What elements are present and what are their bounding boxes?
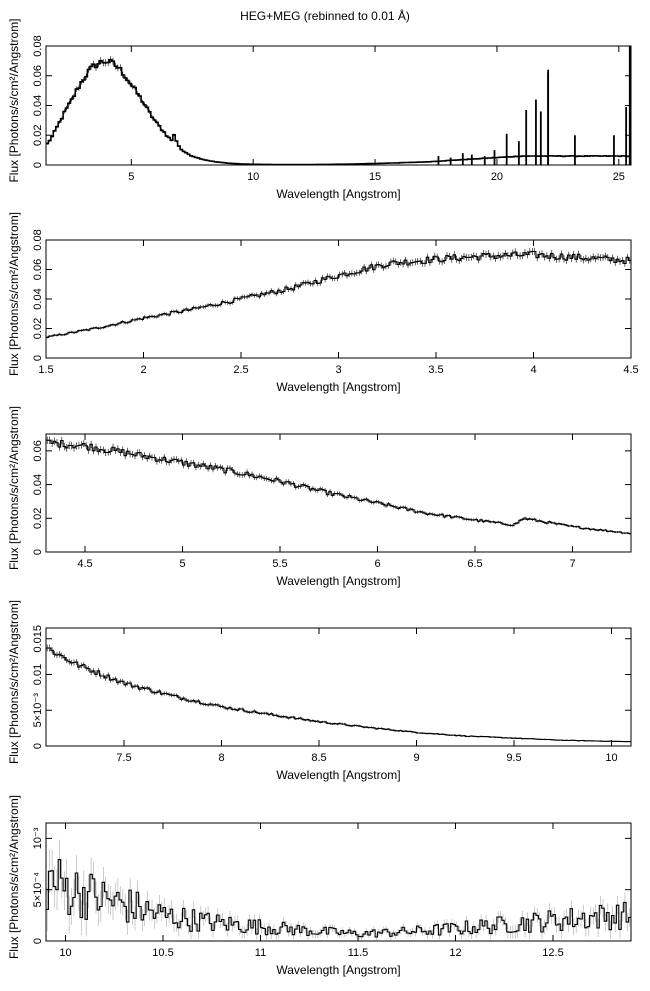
- series-error-bars: [46, 247, 631, 339]
- x-tick-label: 9: [413, 752, 419, 764]
- figure-title: HEG+MEG (rebinned to 0.01 Å): [240, 9, 410, 23]
- x-tick-label: 10: [605, 752, 617, 764]
- plot-area: [46, 247, 631, 339]
- x-tick-label: 9.5: [506, 752, 521, 764]
- series-line: [46, 58, 631, 165]
- plot-area: [46, 839, 631, 941]
- y-tick-label: 0.04: [32, 474, 44, 495]
- y-tick-label: 0.06: [32, 259, 44, 280]
- y-tick-label: 0: [32, 162, 44, 168]
- panel-2: 1.5 2 2.5 3 3.5 4 4.5 0 0.02 0.04 0.06 0.08 Waveleng…: [7, 212, 639, 394]
- series-error-bars: [46, 644, 631, 743]
- x-tick-label: 7.5: [116, 752, 131, 764]
- series-error-bars: [46, 436, 631, 535]
- x-tick-label: 10: [59, 947, 71, 959]
- series-error-bars: [46, 56, 631, 165]
- x-tick-label: 8.5: [311, 752, 326, 764]
- y-tick-label: 0.04: [32, 95, 44, 116]
- panel-5: 10 10.5 11 11.5 12 12.5 0 5×10⁻⁴ 10⁻³ Wavelength …: [7, 795, 632, 977]
- x-tick-label: 2: [140, 364, 146, 376]
- x-axis-label: Wavelength [Angstrom]: [276, 963, 400, 977]
- x-tick-label: 12: [449, 947, 461, 959]
- y-tick-label: 0.06: [32, 65, 44, 86]
- x-tick-label: 3: [335, 364, 341, 376]
- y-tick-label: 0: [32, 355, 44, 361]
- panel-3: 4.5 5 5.5 6 6.5 7 0 0.02 0.04 0.06 Wavelength [Ang…: [7, 406, 632, 588]
- x-tick-label: 5.5: [272, 558, 287, 570]
- x-tick-label: 10.5: [152, 947, 173, 959]
- y-tick-label: 5×10⁻³: [32, 693, 44, 728]
- plot-area: [46, 46, 631, 165]
- x-tick-label: 3.5: [428, 364, 443, 376]
- y-tick-label: 0.015: [32, 625, 44, 653]
- x-axis-label: Wavelength [Angstrom]: [276, 574, 400, 588]
- plot-area: [46, 436, 631, 535]
- panel-frame: [45, 627, 632, 747]
- x-tick-label: 12.5: [542, 947, 563, 959]
- panel-frame: [45, 45, 632, 166]
- y-axis-label: Flux [Photons/s/cm²/Angstrom]: [7, 795, 21, 959]
- y-tick-label: 0.06: [32, 440, 44, 461]
- y-tick-label: 0.08: [32, 229, 44, 250]
- x-tick-label: 10: [247, 171, 259, 183]
- x-tick-label: 25: [613, 171, 625, 183]
- panel-frame: [45, 433, 632, 553]
- x-tick-label: 20: [491, 171, 503, 183]
- y-tick-label: 10⁻³: [32, 827, 44, 849]
- series-line: [46, 439, 631, 535]
- x-axis-label: Wavelength [Angstrom]: [276, 187, 400, 201]
- x-tick-label: 2.5: [233, 364, 248, 376]
- x-tick-label: 15: [369, 171, 381, 183]
- panel-frame: [45, 822, 632, 942]
- panel-4: 7.5 8 8.5 9 9.5 10 0 5×10⁻³ 0.01 0.015 Wavelength …: [7, 600, 632, 782]
- x-tick-label: 6: [374, 558, 380, 570]
- x-tick-label: 4: [530, 364, 536, 376]
- panel-frame: [45, 239, 632, 359]
- x-tick-label: 11.5: [348, 947, 369, 959]
- x-tick-label: 11: [255, 947, 266, 959]
- x-tick-label: 4.5: [77, 558, 92, 570]
- panel-1: 5 10 15 20 25 0 0.02 0.04 0.06 0.08 Wavelength [An…: [7, 18, 632, 201]
- y-tick-label: 0: [32, 743, 44, 749]
- x-tick-label: 5: [179, 558, 185, 570]
- x-tick-label: 4.5: [623, 364, 638, 376]
- y-tick-label: 0: [32, 549, 44, 555]
- y-axis-label: Flux [Photons/s/cm²/Angstrom]: [7, 406, 21, 570]
- y-tick-label: 0.02: [32, 125, 44, 146]
- y-tick-label: 0.01: [32, 664, 44, 685]
- y-tick-label: 0.08: [32, 35, 44, 56]
- x-tick-label: 1.5: [38, 364, 53, 376]
- y-axis-label: Flux [Photons/s/cm²/Angstrom]: [7, 18, 21, 182]
- y-tick-label: 0.02: [32, 508, 44, 529]
- series-error-bars: [46, 839, 631, 941]
- x-tick-label: 8: [218, 752, 224, 764]
- plot-area: [46, 644, 631, 743]
- x-axis-label: Wavelength [Angstrom]: [276, 380, 400, 394]
- x-tick-label: 5: [128, 171, 134, 183]
- series-line: [46, 647, 631, 743]
- series-line: [46, 250, 631, 338]
- y-tick-label: 5×10⁻⁴: [32, 872, 44, 908]
- y-axis-label: Flux [Photons/s/cm²/Angstrom]: [7, 212, 21, 376]
- y-tick-label: 0: [32, 938, 44, 944]
- y-tick-label: 0.02: [32, 318, 44, 339]
- x-tick-label: 6.5: [467, 558, 482, 570]
- x-axis-label: Wavelength [Angstrom]: [276, 768, 400, 782]
- y-tick-label: 0.04: [32, 288, 44, 309]
- x-tick-label: 7: [569, 558, 575, 570]
- y-axis-label: Flux [Photons/s/cm²/Angstrom]: [7, 600, 21, 764]
- series-line: [46, 859, 631, 938]
